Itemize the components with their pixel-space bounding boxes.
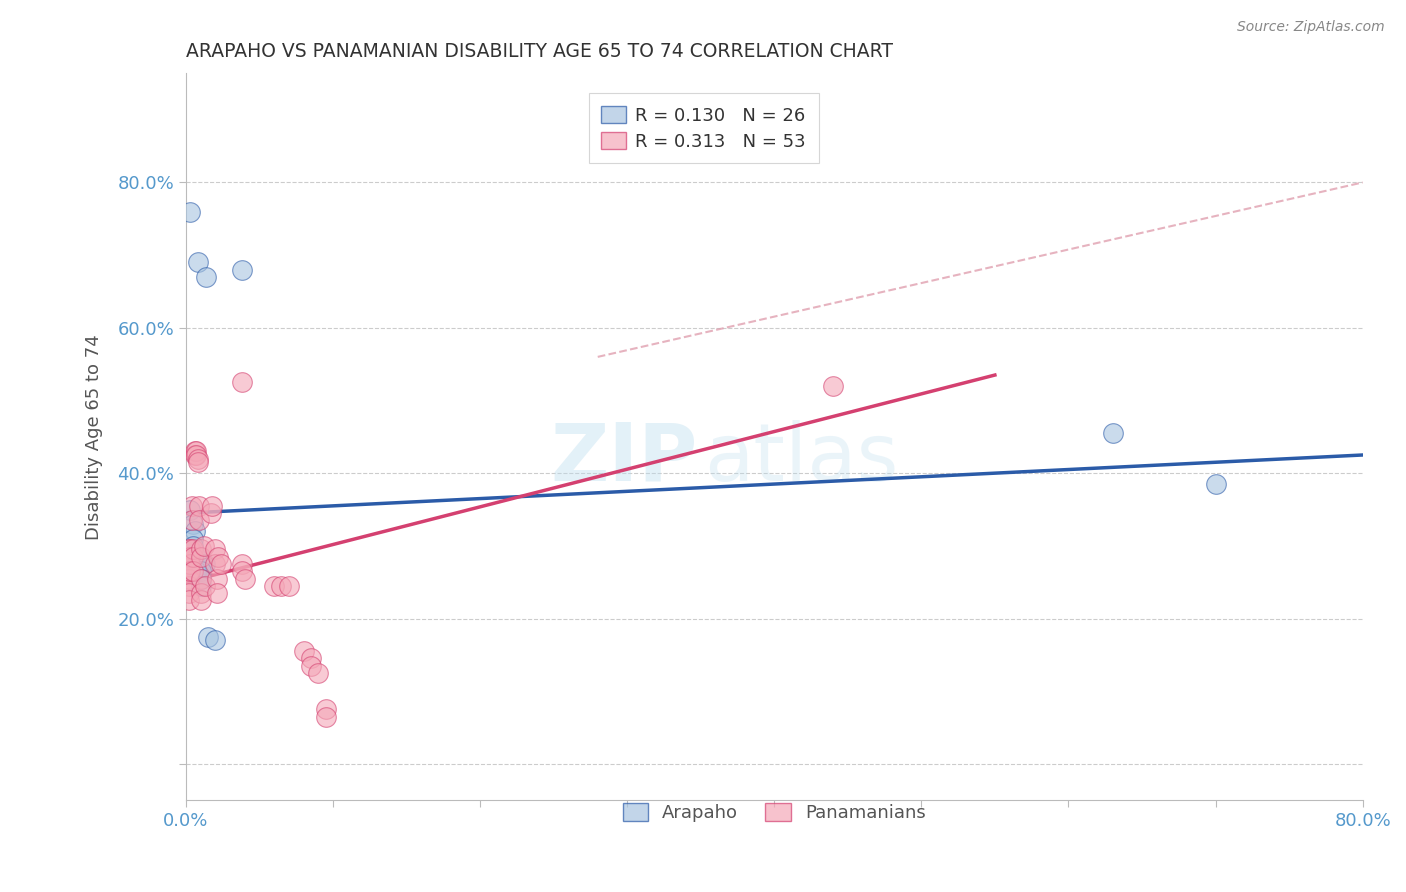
Point bbox=[190, 572, 212, 586]
Point bbox=[209, 557, 232, 571]
Point bbox=[823, 379, 845, 393]
Point bbox=[179, 549, 201, 564]
Point bbox=[204, 557, 226, 571]
Point bbox=[181, 557, 204, 571]
Point bbox=[190, 557, 212, 571]
Point bbox=[180, 499, 202, 513]
Legend: Arapaho, Panamanians: Arapaho, Panamanians bbox=[610, 790, 939, 835]
Point bbox=[177, 549, 200, 564]
Point bbox=[179, 204, 201, 219]
Point bbox=[231, 564, 253, 578]
Point bbox=[181, 564, 204, 578]
Point bbox=[181, 532, 204, 546]
Point bbox=[190, 579, 212, 593]
Y-axis label: Disability Age 65 to 74: Disability Age 65 to 74 bbox=[86, 334, 103, 540]
Point bbox=[1101, 426, 1123, 441]
Point bbox=[186, 564, 208, 578]
Text: ARAPAHO VS PANAMANIAN DISABILITY AGE 65 TO 74 CORRELATION CHART: ARAPAHO VS PANAMANIAN DISABILITY AGE 65 … bbox=[186, 42, 893, 61]
Text: Source: ZipAtlas.com: Source: ZipAtlas.com bbox=[1237, 20, 1385, 34]
Point bbox=[190, 586, 212, 600]
Point bbox=[177, 557, 200, 571]
Point bbox=[186, 549, 208, 564]
Point bbox=[299, 658, 322, 673]
Point bbox=[181, 539, 204, 553]
Point bbox=[270, 579, 292, 593]
Point bbox=[204, 633, 226, 648]
Point bbox=[1205, 477, 1227, 491]
Point bbox=[183, 448, 205, 462]
Point bbox=[181, 542, 204, 557]
Point bbox=[315, 702, 337, 716]
Point bbox=[186, 557, 208, 571]
Point bbox=[193, 539, 215, 553]
Point bbox=[194, 579, 217, 593]
Point bbox=[183, 524, 205, 539]
Point bbox=[194, 557, 217, 571]
Point bbox=[204, 542, 226, 557]
Point bbox=[197, 630, 219, 644]
Point bbox=[181, 516, 204, 531]
Point bbox=[188, 557, 211, 571]
Point bbox=[190, 564, 212, 578]
Point bbox=[179, 542, 201, 557]
Point bbox=[177, 572, 200, 586]
Point bbox=[231, 376, 253, 390]
Point bbox=[179, 564, 201, 578]
Point bbox=[207, 549, 229, 564]
Point bbox=[233, 572, 256, 586]
Point bbox=[299, 651, 322, 665]
Point bbox=[179, 502, 201, 516]
Text: atlas: atlas bbox=[703, 419, 898, 498]
Point bbox=[190, 593, 212, 607]
Point bbox=[186, 444, 208, 458]
Point bbox=[201, 499, 224, 513]
Point bbox=[188, 513, 211, 527]
Point bbox=[263, 579, 285, 593]
Point bbox=[188, 549, 211, 564]
Point bbox=[180, 513, 202, 527]
Point bbox=[188, 499, 211, 513]
Point bbox=[177, 564, 200, 578]
Point bbox=[205, 586, 228, 600]
Point bbox=[186, 448, 208, 462]
Point bbox=[190, 542, 212, 557]
Point bbox=[177, 586, 200, 600]
Point bbox=[231, 262, 253, 277]
Point bbox=[307, 666, 329, 681]
Point bbox=[187, 455, 209, 469]
Text: ZIP: ZIP bbox=[551, 419, 697, 498]
Point bbox=[190, 549, 212, 564]
Point bbox=[190, 572, 212, 586]
Point bbox=[177, 579, 200, 593]
Point bbox=[181, 549, 204, 564]
Point bbox=[181, 549, 204, 564]
Point bbox=[205, 572, 228, 586]
Point bbox=[179, 557, 201, 571]
Point bbox=[193, 557, 215, 571]
Point bbox=[177, 542, 200, 557]
Point bbox=[187, 255, 209, 269]
Point bbox=[187, 451, 209, 466]
Point bbox=[195, 269, 218, 284]
Point bbox=[231, 557, 253, 571]
Point bbox=[177, 593, 200, 607]
Point bbox=[277, 579, 299, 593]
Point bbox=[292, 644, 315, 658]
Point bbox=[181, 564, 204, 578]
Point bbox=[200, 506, 222, 520]
Point bbox=[315, 709, 337, 723]
Point bbox=[183, 444, 205, 458]
